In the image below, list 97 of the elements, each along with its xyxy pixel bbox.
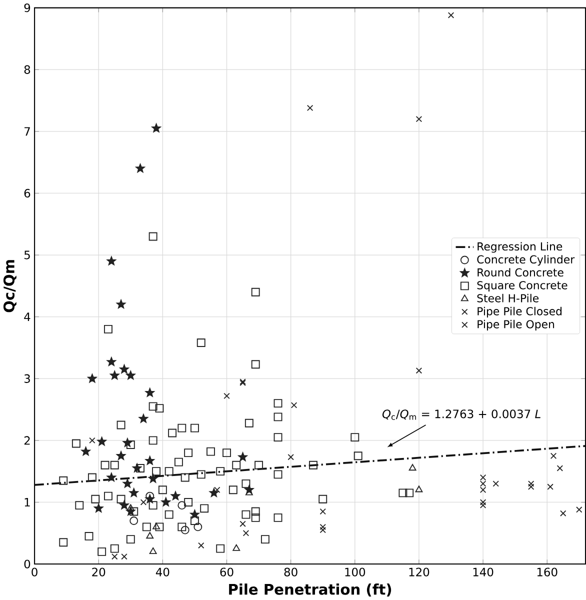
x-axis-title: Pile Penetration (ft) bbox=[229, 584, 392, 597]
point bbox=[560, 510, 566, 516]
point bbox=[415, 486, 423, 492]
x-tick-label: 120 bbox=[409, 568, 430, 576]
point bbox=[492, 480, 499, 487]
point bbox=[121, 553, 128, 560]
point bbox=[106, 472, 116, 482]
point bbox=[89, 437, 96, 444]
y-tick-label: 9 bbox=[24, 3, 30, 12]
point bbox=[146, 532, 154, 539]
point bbox=[547, 484, 554, 490]
point bbox=[416, 367, 422, 374]
legend-label: Regression Line bbox=[478, 242, 562, 253]
point bbox=[238, 452, 248, 462]
point bbox=[448, 12, 454, 18]
point bbox=[320, 526, 326, 534]
point bbox=[528, 480, 534, 487]
point bbox=[152, 123, 161, 132]
point bbox=[129, 488, 138, 497]
point bbox=[240, 520, 246, 527]
annotation: Q$_{c}$/Q$_{m}$ = 1.2763 + 0.0037 L bbox=[382, 410, 540, 420]
point bbox=[94, 504, 104, 512]
x-tick-label: 140 bbox=[473, 568, 494, 576]
point bbox=[290, 402, 298, 408]
point bbox=[145, 388, 154, 397]
x-tick-label: 100 bbox=[345, 568, 366, 576]
point bbox=[145, 494, 154, 504]
point bbox=[122, 478, 132, 488]
y-tick-label: 0 bbox=[24, 560, 30, 568]
point bbox=[480, 486, 486, 493]
point bbox=[148, 474, 158, 483]
legend-label: Steel H-Pile bbox=[477, 294, 539, 302]
point bbox=[116, 300, 126, 308]
point bbox=[140, 499, 147, 506]
point bbox=[149, 547, 157, 554]
point bbox=[120, 364, 129, 374]
point bbox=[408, 464, 416, 471]
legend-label: Square Concrete bbox=[477, 281, 568, 292]
point bbox=[528, 484, 534, 490]
x-tick-label: 20 bbox=[92, 568, 106, 576]
point bbox=[138, 414, 148, 423]
point bbox=[320, 508, 326, 515]
point bbox=[288, 454, 294, 460]
point bbox=[190, 510, 200, 519]
point bbox=[152, 522, 160, 530]
y-tick-label: 3 bbox=[24, 374, 30, 383]
point bbox=[81, 446, 90, 456]
point bbox=[145, 456, 154, 465]
point bbox=[242, 530, 250, 536]
point bbox=[136, 164, 145, 172]
point bbox=[232, 544, 240, 551]
y-axis-title: Qc/Qm bbox=[3, 260, 16, 312]
point bbox=[576, 506, 582, 513]
legend-label: Concrete Cylinder bbox=[477, 255, 575, 266]
y-tick-label: 8 bbox=[24, 65, 30, 74]
point bbox=[97, 436, 106, 446]
point bbox=[194, 522, 202, 532]
x-tick-label: 60 bbox=[220, 568, 234, 576]
y-tick-label: 7 bbox=[24, 127, 30, 136]
point bbox=[106, 256, 116, 266]
point bbox=[480, 474, 486, 481]
y-tick-label: 5 bbox=[24, 250, 30, 260]
x-tick-label: 80 bbox=[284, 568, 298, 576]
y-tick-label: 6 bbox=[24, 188, 30, 198]
y-tick-label: 4 bbox=[24, 312, 30, 321]
point bbox=[306, 104, 314, 112]
point bbox=[126, 504, 134, 511]
point bbox=[550, 452, 557, 459]
point bbox=[120, 500, 129, 510]
point bbox=[106, 357, 116, 366]
legend-label: Round Concrete bbox=[478, 268, 564, 277]
x-tick-label: 40 bbox=[156, 568, 170, 576]
point bbox=[214, 486, 220, 493]
point bbox=[480, 480, 486, 487]
legend-label: Pipe Pile Open bbox=[478, 320, 554, 330]
point bbox=[209, 488, 219, 497]
point bbox=[416, 116, 422, 122]
x-tick-label: 0 bbox=[32, 568, 38, 576]
point bbox=[480, 502, 486, 508]
point bbox=[320, 524, 326, 530]
point bbox=[180, 526, 190, 534]
point bbox=[480, 499, 486, 506]
point bbox=[556, 465, 564, 472]
point bbox=[110, 370, 120, 380]
y-tick-label: 2 bbox=[24, 436, 30, 445]
point bbox=[224, 392, 230, 400]
point bbox=[198, 542, 204, 549]
legend-label: Pipe Pile Closed bbox=[478, 306, 562, 318]
x-tick-label: 160 bbox=[537, 568, 558, 576]
point bbox=[88, 374, 97, 383]
y-tick-label: 1 bbox=[24, 498, 30, 506]
point bbox=[116, 451, 126, 460]
point bbox=[161, 497, 170, 506]
point bbox=[111, 553, 118, 560]
point bbox=[130, 516, 138, 525]
point bbox=[126, 370, 136, 380]
point bbox=[170, 491, 180, 500]
